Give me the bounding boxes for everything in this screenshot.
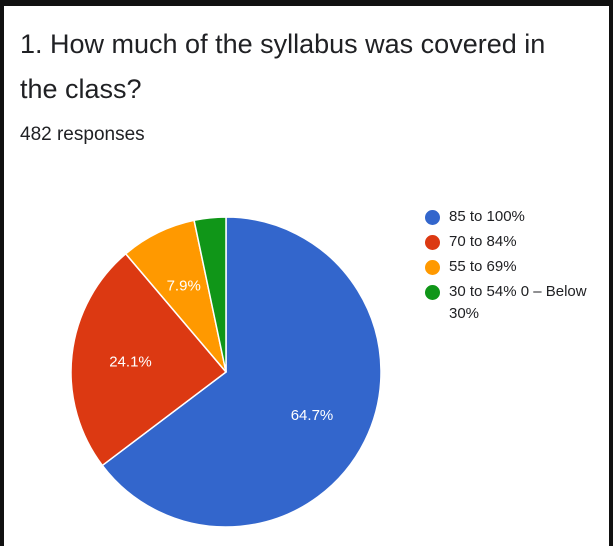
legend-dot-icon xyxy=(425,235,440,250)
question-title: 1. How much of the syllabus was covered … xyxy=(20,29,546,104)
legend-item-3: 55 to 69% xyxy=(425,256,609,278)
pie-slice-2 xyxy=(70,252,228,467)
slice-label-3: 7.9% xyxy=(167,278,201,295)
legend-label: 30 to 54% 0 – Below 30% xyxy=(449,283,587,322)
chart-legend: 85 to 100% 70 to 84% 55 to 69% 30 to 54% 0 … xyxy=(425,206,609,328)
pie-slices xyxy=(70,216,382,528)
slice-label-1: 64.7% xyxy=(291,407,334,424)
legend-dot-icon xyxy=(425,210,440,225)
pie-slice-4 xyxy=(193,216,227,373)
pie-slice-labels: 64.7% 24.1% 7.9% xyxy=(109,278,333,424)
legend-dot-icon xyxy=(425,260,440,275)
legend-item-1: 85 to 100% xyxy=(425,206,609,228)
legend-item-2: 70 to 84% xyxy=(425,231,609,253)
response-count: 482 responses xyxy=(20,124,145,145)
slice-label-2: 24.1% xyxy=(109,354,152,371)
legend-label: 85 to 100% xyxy=(449,208,525,225)
pie-slice-1 xyxy=(101,216,382,528)
legend-label: 70 to 84% xyxy=(449,233,517,250)
legend-item-4: 30 to 54% 0 – Below 30% xyxy=(425,281,609,325)
legend-dot-icon xyxy=(425,285,440,300)
legend-label: 55 to 69% xyxy=(449,258,517,275)
